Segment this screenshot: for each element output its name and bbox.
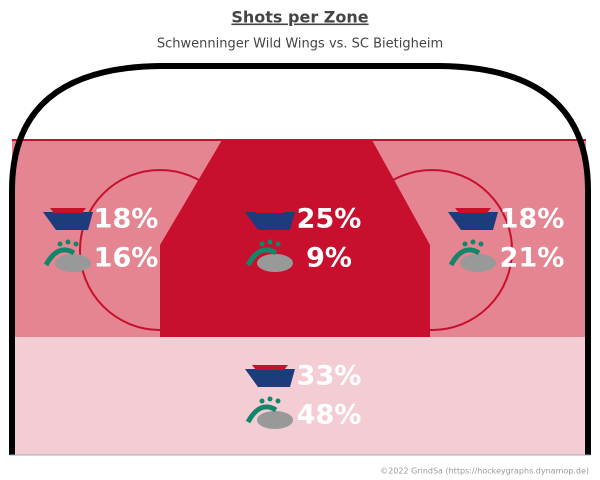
rink xyxy=(9,63,591,456)
chart-subtitle: Schwenninger Wild Wings vs. SC Bietighei… xyxy=(157,37,443,52)
logo-star xyxy=(259,241,265,247)
logo-accent xyxy=(245,404,278,424)
logo-star xyxy=(73,241,79,247)
logo-shape xyxy=(55,254,91,272)
steelers-logo xyxy=(245,396,293,429)
chart-title: Shots per Zone xyxy=(231,8,368,27)
steelers-logo xyxy=(43,239,91,272)
point-zone xyxy=(12,337,586,455)
logo-shape xyxy=(245,212,295,230)
logo-star xyxy=(65,239,71,245)
zone-value-label: 18% xyxy=(94,204,159,235)
zone-value-label: 48% xyxy=(297,400,362,431)
logo-shape xyxy=(257,254,293,272)
logo-star xyxy=(478,241,484,247)
slot-zone xyxy=(160,140,430,337)
logo-star xyxy=(470,239,476,245)
logo-star xyxy=(267,239,273,245)
logo-shape xyxy=(245,369,295,387)
logo-star xyxy=(275,398,281,404)
logo-accent xyxy=(245,247,278,267)
logo-shape xyxy=(460,254,496,272)
steelers-logo xyxy=(245,239,293,272)
wild-wings-logo xyxy=(43,208,93,230)
zone-value-label: 33% xyxy=(297,361,362,392)
zone-value-label: 9% xyxy=(306,243,352,274)
logo-star xyxy=(267,396,273,402)
logo-star xyxy=(259,398,265,404)
logo-shape xyxy=(43,212,93,230)
logo-accent xyxy=(43,247,76,267)
wild-wings-logo xyxy=(245,365,295,387)
zone-value-label: 16% xyxy=(94,243,159,274)
zone-value-label: 18% xyxy=(500,204,565,235)
logo-star xyxy=(275,241,281,247)
wild-wings-logo xyxy=(245,208,295,230)
logo-accent xyxy=(448,247,481,267)
logo-star xyxy=(57,241,63,247)
logo-shape xyxy=(448,212,498,230)
wild-wings-logo xyxy=(448,208,498,230)
logo-accent xyxy=(252,208,288,213)
zone-value-label: 25% xyxy=(297,204,362,235)
boards xyxy=(9,63,591,455)
logo-accent xyxy=(252,365,288,370)
zone-value-label: 21% xyxy=(500,243,565,274)
logo-accent xyxy=(455,208,491,213)
steelers-logo xyxy=(448,239,496,272)
logo-star xyxy=(462,241,468,247)
footer: ©2022 GrindSa (https://hockeygraphs.dyna… xyxy=(380,467,589,476)
logo-accent xyxy=(50,208,86,213)
logo-shape xyxy=(257,411,293,429)
